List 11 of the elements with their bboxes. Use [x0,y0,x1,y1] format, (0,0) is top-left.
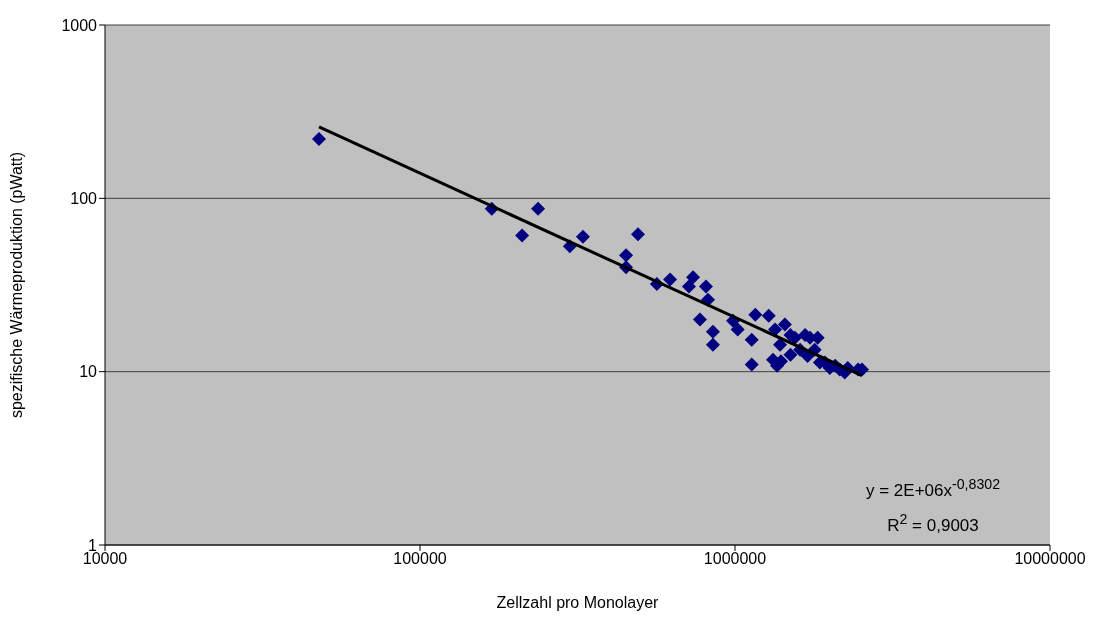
x-tick-label: 10000000 [1014,550,1086,568]
x-tick-label: 10000 [82,550,128,568]
x-tick-label: 100000 [393,550,447,568]
y-tick-label: 1000 [61,16,98,34]
x-tick-label: 1000000 [703,550,767,568]
y-tick-label: 10 [79,363,98,381]
y-axis-title: spezifische Wärmeproduktion (pWatt) [7,151,25,419]
annotation: R$^{2}$ = 0,9003 [886,509,980,537]
y-tick-label: 100 [70,190,98,208]
annotation: y = 2E+06x$^{-0,8302}$ [865,475,1001,502]
x-axis-title: Zellzahl pro Monolayer [496,594,660,611]
